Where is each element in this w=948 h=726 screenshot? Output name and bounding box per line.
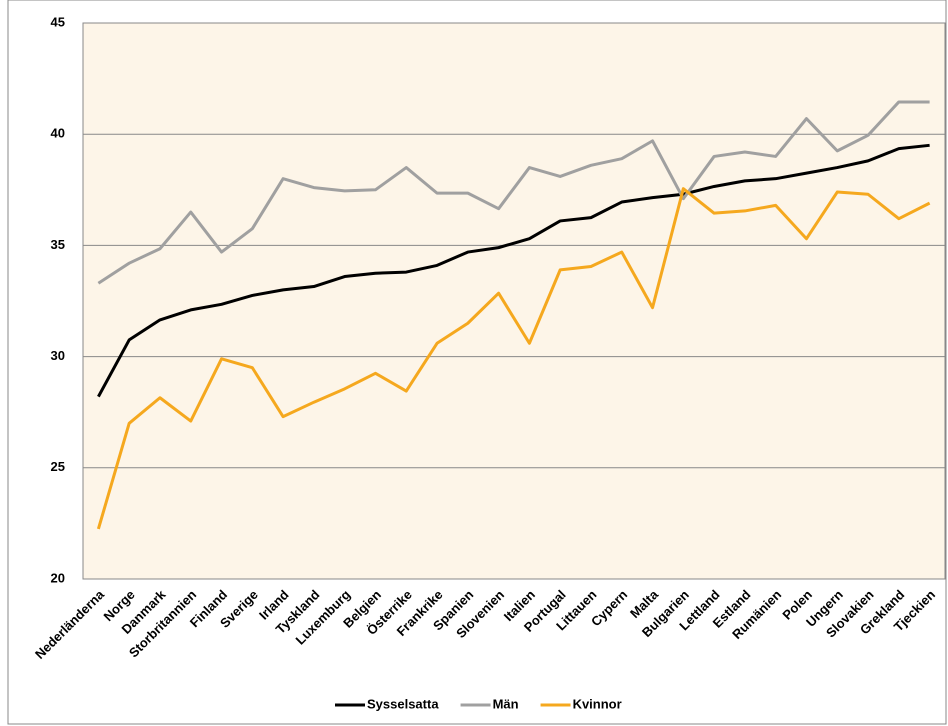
y-tick-label: 45 (51, 14, 65, 29)
y-tick-label: 40 (51, 126, 65, 141)
y-tick-label: 35 (51, 237, 65, 252)
y-tick-label: 20 (51, 570, 65, 585)
y-tick-label: 25 (51, 459, 65, 474)
y-tick-label: 30 (51, 348, 65, 363)
legend-label: Sysselsatta (367, 696, 439, 711)
legend-label: Män (493, 696, 519, 711)
legend-label: Kvinnor (573, 696, 622, 711)
plot-area (82, 22, 946, 580)
series-line (97, 100, 930, 285)
series-line (96, 187, 931, 530)
series-line (97, 143, 930, 398)
